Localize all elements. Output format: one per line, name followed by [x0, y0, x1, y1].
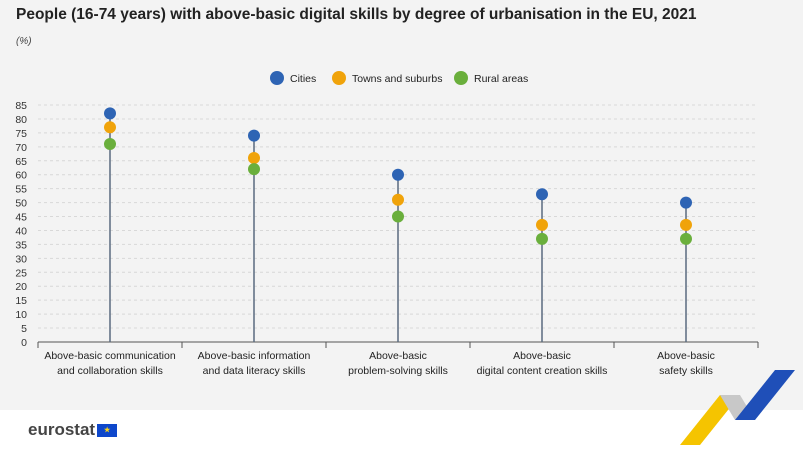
x-tick-label: problem-solving skills: [348, 365, 448, 377]
y-tick-label: 15: [15, 295, 27, 307]
y-tick-label: 40: [15, 225, 27, 237]
data-point: [104, 107, 116, 120]
y-tick-label: 75: [15, 128, 27, 140]
data-point: [536, 188, 548, 201]
y-tick-label: 80: [15, 114, 27, 126]
y-tick-label: 45: [15, 212, 27, 224]
data-point: [536, 218, 548, 231]
y-tick-label: 60: [15, 170, 27, 182]
y-tick-label: 30: [15, 253, 27, 265]
eurostat-logo: eurostat ★: [28, 420, 118, 440]
y-tick-label: 70: [15, 142, 27, 154]
data-point: [536, 232, 548, 245]
x-tick-label: safety skills: [659, 365, 713, 377]
y-tick-label: 5: [21, 323, 27, 335]
legend-label: Cities: [290, 73, 316, 85]
decoration-yellow: [680, 395, 740, 445]
legend-marker: [332, 71, 346, 85]
data-point: [680, 232, 692, 245]
x-tick-label: Above-basic communication: [44, 350, 175, 362]
y-tick-label: 85: [15, 100, 27, 112]
data-point: [248, 163, 260, 176]
x-tick-label: Above-basic: [657, 350, 715, 362]
data-point: [392, 210, 404, 223]
logo-text: eurostat: [28, 420, 96, 439]
x-tick-label: Above-basic information: [198, 350, 311, 362]
x-tick-label: Above-basic: [513, 350, 571, 362]
y-tick-label: 50: [15, 198, 27, 210]
y-tick-label: 0: [21, 337, 27, 349]
x-tick-label: Above-basic: [369, 350, 427, 362]
decoration-blue: [735, 370, 795, 420]
legend-label: Towns and suburbs: [352, 73, 442, 85]
x-tick-label: and data literacy skills: [203, 365, 306, 377]
data-point: [680, 196, 692, 209]
data-point: [104, 138, 116, 151]
unit-label: (%): [16, 36, 32, 47]
y-tick-label: 65: [15, 156, 27, 168]
y-tick-label: 35: [15, 239, 27, 251]
y-tick-label: 20: [15, 281, 27, 293]
data-point: [104, 121, 116, 134]
data-point: [248, 129, 260, 142]
chart-title: People (16-74 years) with above-basic di…: [16, 6, 697, 23]
data-point: [392, 193, 404, 206]
legend-marker: [454, 71, 468, 85]
data-point: [680, 218, 692, 231]
y-tick-label: 55: [15, 184, 27, 196]
y-tick-label: 25: [15, 267, 27, 279]
eu-flag-icon: ★: [97, 423, 118, 437]
legend-marker: [270, 71, 284, 85]
x-tick-label: digital content creation skills: [477, 365, 608, 377]
x-tick-label: and collaboration skills: [57, 365, 163, 377]
y-tick-label: 10: [15, 309, 27, 321]
data-point: [248, 151, 260, 164]
data-point: [392, 168, 404, 181]
legend-label: Rural areas: [474, 73, 528, 85]
